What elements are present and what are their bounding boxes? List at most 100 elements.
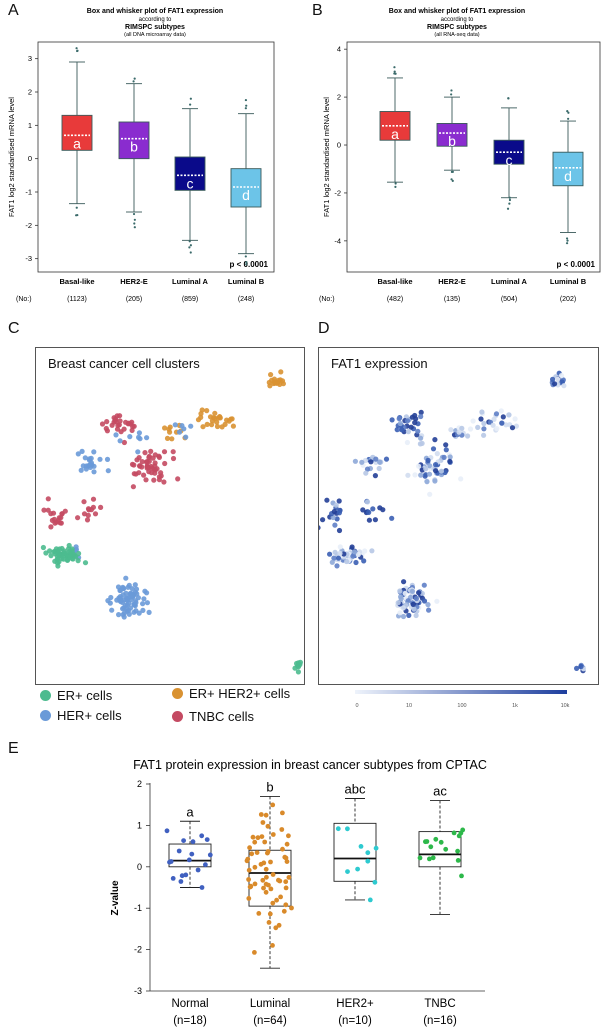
cell-point — [324, 497, 330, 503]
cell-point — [109, 607, 115, 613]
cell-point — [66, 542, 72, 549]
cell-point — [121, 605, 127, 611]
data-point — [267, 911, 273, 917]
data-point — [283, 902, 289, 908]
cell-point — [320, 517, 326, 523]
cell-point — [415, 428, 421, 434]
cell-point — [152, 452, 158, 458]
outlier-point — [75, 47, 78, 50]
data-point — [455, 848, 460, 854]
cell-point — [113, 418, 119, 425]
cell-point — [98, 504, 104, 510]
data-point — [286, 833, 291, 839]
category-label: HER2-E — [120, 277, 148, 286]
cell-point — [405, 472, 411, 478]
group-letter: ac — [433, 784, 447, 799]
category-count: (504) — [501, 296, 517, 303]
outlier-point — [393, 72, 396, 75]
cell-point — [123, 595, 130, 601]
data-point — [276, 922, 282, 928]
legend-her-label: HER+ cells — [57, 708, 122, 723]
cell-point — [107, 600, 113, 606]
cell-point — [494, 426, 500, 432]
group-letter: b — [266, 779, 273, 794]
cell-point — [158, 470, 164, 476]
cell-point — [353, 559, 359, 566]
outlier-point — [244, 255, 247, 258]
cell-point — [154, 466, 160, 472]
cell-point — [268, 372, 274, 378]
data-point — [455, 858, 461, 863]
cell-point — [574, 665, 580, 671]
data-point — [189, 851, 195, 857]
data-point — [247, 884, 253, 890]
cell-point — [422, 473, 428, 479]
cell-point — [162, 425, 168, 431]
data-point — [178, 879, 184, 884]
category-count: (859) — [182, 296, 198, 303]
cell-point — [360, 507, 366, 513]
cell-point — [170, 455, 177, 462]
cell-point — [555, 376, 561, 382]
cell-point — [396, 416, 402, 422]
data-point — [252, 881, 258, 887]
cell-point — [331, 508, 337, 515]
legend-her: HER+ cells — [40, 708, 122, 723]
cell-point — [330, 514, 336, 521]
cell-point — [118, 599, 124, 605]
cell-point — [109, 422, 115, 428]
panel-c-umap: Breast cancer cell clusters — [35, 347, 305, 685]
cell-point — [332, 549, 338, 555]
data-point — [199, 833, 205, 839]
cell-point — [349, 544, 355, 550]
outlier-point — [507, 97, 510, 100]
cell-point — [90, 496, 97, 502]
cell-point — [418, 413, 424, 420]
cell-point — [397, 420, 403, 427]
panel-b-no-label: (No:) — [319, 296, 335, 303]
panel-letter-e: E — [8, 740, 19, 757]
cell-point — [48, 524, 54, 530]
cell-point — [105, 468, 111, 474]
cell-point — [136, 430, 142, 436]
legend-er-label: ER+ cells — [57, 688, 113, 703]
scale-label: 10k — [561, 703, 570, 709]
cell-point — [139, 459, 145, 465]
cell-point — [372, 517, 378, 523]
group-letter: d — [564, 168, 572, 184]
cell-point — [280, 381, 286, 387]
cell-point — [117, 438, 123, 444]
data-point — [345, 826, 350, 832]
cell-point — [124, 608, 130, 614]
cell-point — [423, 466, 429, 472]
cell-point — [366, 509, 372, 515]
data-point — [250, 834, 256, 840]
cell-point — [161, 449, 168, 455]
cell-point — [48, 553, 54, 559]
cell-point — [481, 426, 487, 432]
data-point — [264, 874, 269, 880]
panel-e-title: FAT1 protein expression in breast cancer… — [133, 758, 487, 772]
cell-point — [123, 419, 129, 425]
cell-point — [50, 510, 57, 516]
y-tick-label: -1 — [134, 903, 142, 913]
data-point — [256, 911, 262, 916]
group-letter: abc — [345, 781, 366, 796]
data-point — [258, 861, 264, 867]
cell-point — [336, 527, 343, 534]
cell-point — [117, 413, 123, 419]
outlier-point — [244, 107, 247, 110]
cell-point — [337, 508, 343, 514]
cell-point — [383, 456, 390, 462]
cell-point — [430, 446, 437, 452]
data-point — [249, 851, 255, 857]
cell-point — [424, 479, 430, 485]
cell-point — [195, 417, 202, 423]
cell-point — [481, 420, 487, 427]
cell-point — [120, 584, 126, 590]
data-point — [283, 879, 289, 885]
category-count: (205) — [126, 296, 142, 303]
cell-point — [81, 511, 88, 517]
data-point — [247, 845, 253, 851]
y-tick-label: 4 — [337, 45, 341, 54]
